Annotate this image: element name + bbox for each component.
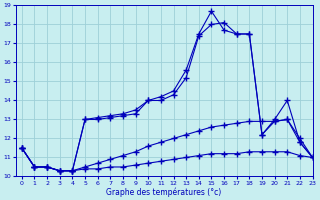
X-axis label: Graphe des températures (°c): Graphe des températures (°c) — [106, 187, 222, 197]
